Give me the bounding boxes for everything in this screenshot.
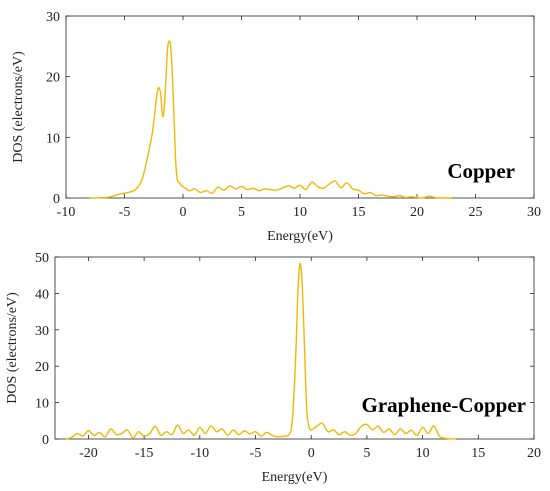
x-axis-label: Energy(eV) [262, 470, 328, 485]
y-tick-label: 40 [35, 287, 49, 302]
y-tick-label: 20 [35, 360, 49, 375]
x-tick-label: 5 [238, 205, 245, 220]
y-axis-label: DOS (electrons/eV) [5, 292, 20, 404]
x-tick-label: 30 [527, 205, 541, 220]
y-tick-label: 10 [35, 397, 49, 412]
y-tick-label: 30 [35, 324, 49, 339]
chart-panel-1: -10 -5 0 5 10 15 20 25 30 0 10 20 30 Copper Energy(eV)… [11, 10, 541, 244]
x-tick-label: -5 [250, 446, 262, 461]
x-tick-label: 25 [469, 205, 483, 220]
x-tick-label: 20 [527, 446, 541, 461]
x-tick-label: -10 [57, 205, 76, 220]
x-tick-label: 5 [363, 446, 370, 461]
x-tick-label: -5 [119, 205, 131, 220]
material-label: Graphene-Copper [362, 393, 527, 417]
x-tick-label: 10 [293, 205, 307, 220]
plot-frame [54, 256, 535, 440]
y-tick-label: 0 [42, 433, 49, 448]
chart-panel-2: -20 -15 -10 -5 0 5 10 15 20 0 10 20 30 40 50 Graphene-C… [5, 251, 541, 485]
y-tick-label: 0 [53, 192, 60, 207]
y-tick-label: 10 [46, 131, 60, 146]
x-axis-label: Energy(eV) [267, 229, 333, 244]
x-tick-label: 0 [308, 446, 315, 461]
x-tick-label: -10 [190, 446, 209, 461]
y-tick-label: 20 [46, 71, 60, 86]
x-tick-label: -15 [135, 446, 154, 461]
y-axis-label: DOS (electrons/eV) [11, 51, 26, 163]
y-tick-label: 30 [46, 10, 60, 25]
x-tick-label: 10 [416, 446, 430, 461]
dos-series-line-1 [89, 40, 453, 199]
x-tick-label: 0 [180, 205, 187, 220]
x-tick-label: 15 [471, 446, 485, 461]
material-label: Copper [447, 159, 515, 183]
x-tick-label: -20 [79, 446, 98, 461]
x-tick-label: 20 [410, 205, 424, 220]
x-tick-label: 15 [352, 205, 366, 220]
y-tick-label: 50 [35, 251, 49, 266]
dos-series-line-1 [65, 262, 457, 440]
